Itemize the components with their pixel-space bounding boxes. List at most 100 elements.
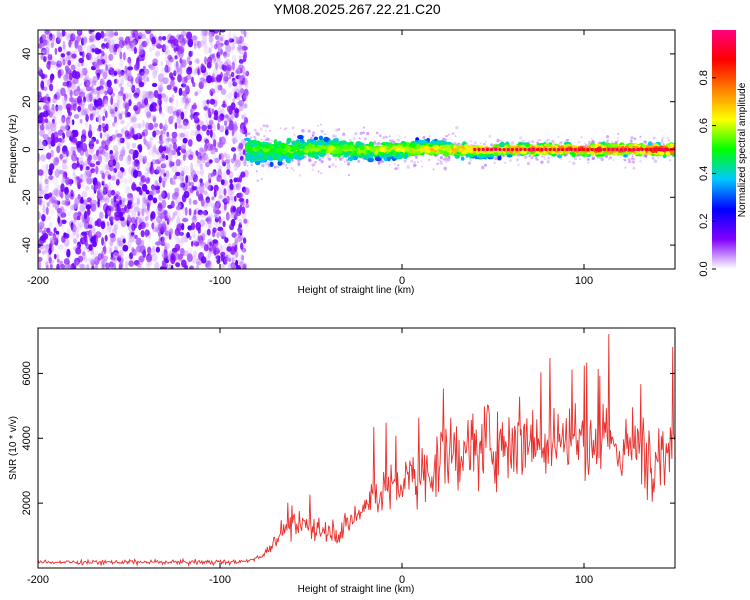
noise-blob [222,244,229,254]
noise-blob [207,213,214,220]
band-scatter [352,136,356,141]
noise-blob [97,253,102,261]
band-scatter [429,135,431,137]
noise-blob [190,108,193,114]
noise-blob [110,96,114,105]
noise-blob [201,30,208,37]
noise-blob [93,57,98,65]
noise-blob [102,164,108,172]
noise-blob [51,41,54,49]
noise-blob [38,153,41,162]
noise-blob [86,86,92,92]
noise-blob [100,107,106,117]
noise-blob [74,129,79,138]
noise-blob [198,81,204,90]
noise-blob [71,82,75,90]
noise-blob [170,177,176,185]
noise-blob [186,67,193,75]
band-scatter [451,132,455,136]
noise-blob [210,243,216,251]
noise-blob [44,248,50,256]
noise-blob [44,83,49,92]
noise-blob [113,195,117,203]
noise-blob [94,263,98,269]
noise-blob [52,189,59,196]
noise-blob [228,91,232,100]
band-scatter [334,135,338,138]
noise-blob [177,201,182,209]
noise-blob [83,234,86,241]
noise-blob [160,241,166,247]
noise-blob [62,132,65,140]
noise-blob [142,91,148,96]
noise-blob [174,55,178,60]
noise-blob [173,210,178,216]
noise-blob [124,177,128,185]
noise-blob [84,254,88,263]
noise-blob [77,67,84,73]
noise-blob [42,205,46,214]
band-scatter [311,168,315,172]
noise-blob [147,202,150,211]
noise-blob [161,235,166,245]
noise-blob [74,71,81,80]
noise-blob [107,211,112,216]
band-scatter [326,157,329,160]
band-scatter [417,161,419,164]
noise-blob [78,57,84,64]
band-scatter [467,161,471,165]
noise-blob [158,105,162,114]
noise-blob [198,229,202,238]
noise-blob [110,53,115,60]
noise-blob [85,204,92,210]
noise-blob [109,239,114,247]
noise-blob [230,71,235,78]
noise-blob [136,216,141,223]
noise-blob [164,50,169,56]
band-scatter [404,136,406,139]
noise-blob [186,232,191,239]
noise-blob [167,66,172,72]
noise-blob [123,136,128,144]
noise-blob [216,199,221,207]
band-scatter [566,138,569,142]
noise-blob [113,115,118,124]
noise-blob [159,31,163,37]
noise-blob [178,87,183,96]
noise-blob [54,237,59,246]
band-scatter [528,154,531,158]
noise-blob [138,255,145,263]
noise-blob [209,36,213,43]
noise-blob [199,212,204,218]
noise-blob [40,154,47,162]
noise-blob [113,225,118,234]
noise-blob [105,110,108,119]
noise-blob [188,139,193,147]
noise-blob [154,180,159,187]
noise-blob [106,64,111,71]
noise-blob [134,234,138,244]
noise-blob [174,122,178,130]
noise-blob [198,195,204,201]
noise-blob [53,187,59,197]
noise-blob [144,37,150,47]
band-scatter [440,157,443,160]
noise-blob [71,80,77,85]
noise-blob [158,194,162,199]
noise-blob [90,217,96,226]
band-scatter [269,129,272,132]
noise-blob [147,246,152,255]
noise-blob [74,219,79,226]
noise-blob [239,80,245,85]
noise-blob [118,240,124,247]
noise-blob [143,68,150,75]
band-scatter [481,165,485,170]
noise-blob [151,247,156,256]
noise-blob [169,35,176,44]
noise-blob [78,91,86,98]
noise-blob [174,87,178,94]
noise-blob [228,74,232,80]
band-scatter [323,133,325,135]
noise-blob [131,142,137,149]
noise-blob [204,56,207,65]
